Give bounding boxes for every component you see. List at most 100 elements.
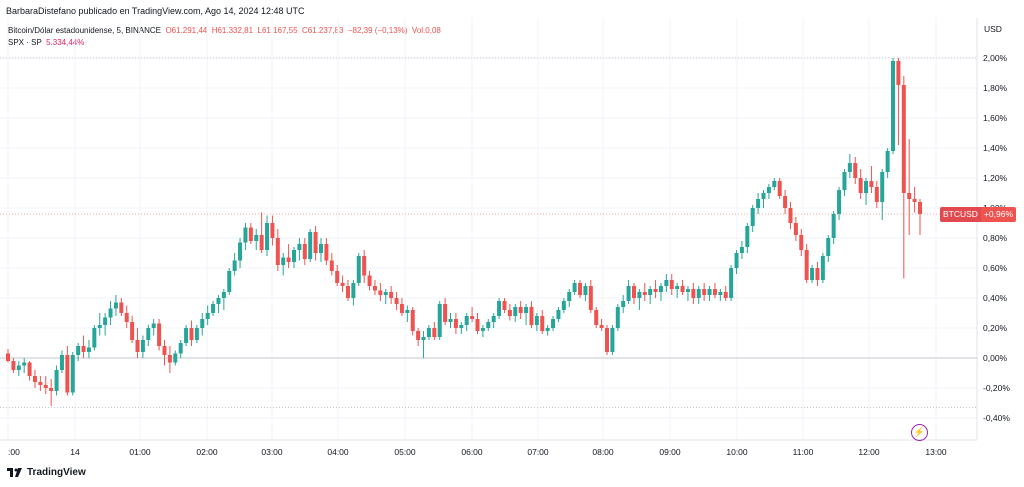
candle-body bbox=[912, 199, 917, 202]
candle bbox=[556, 307, 561, 322]
candle-body bbox=[772, 181, 777, 187]
candle bbox=[621, 295, 626, 313]
candle-body bbox=[869, 181, 874, 187]
candle-body bbox=[119, 302, 124, 313]
candle-body bbox=[594, 310, 599, 325]
candle-body bbox=[750, 208, 755, 226]
candle-body bbox=[518, 307, 523, 313]
candle bbox=[578, 280, 583, 298]
candle-body bbox=[502, 301, 507, 310]
candle-body bbox=[362, 256, 367, 276]
candle bbox=[534, 313, 539, 331]
candle bbox=[65, 346, 70, 396]
candle-body bbox=[864, 181, 869, 193]
candle bbox=[259, 212, 264, 253]
currency-button[interactable]: USD bbox=[984, 24, 1002, 34]
candle-body bbox=[238, 242, 243, 261]
candle bbox=[912, 187, 917, 213]
y-tick-label: 0,00% bbox=[983, 353, 1008, 363]
compare-symbol[interactable]: SPX · SP bbox=[8, 38, 42, 47]
candle-body bbox=[167, 355, 172, 363]
candle-body bbox=[739, 247, 744, 253]
symbol-legend: Bitcoin/Dólar estadounidense, 5, BINANCE… bbox=[8, 26, 441, 35]
candle-body bbox=[826, 238, 831, 256]
candle-body bbox=[621, 301, 626, 307]
candle-body bbox=[124, 313, 129, 322]
lightning-icon[interactable]: ⚡ bbox=[911, 424, 928, 441]
candle bbox=[426, 325, 431, 340]
candle bbox=[637, 289, 642, 310]
candle-body bbox=[858, 178, 863, 193]
candle bbox=[297, 238, 302, 261]
candle-body bbox=[653, 289, 658, 292]
candle bbox=[842, 169, 847, 196]
candle-body bbox=[243, 227, 248, 243]
candle bbox=[739, 241, 744, 259]
candle bbox=[27, 361, 32, 381]
x-tick-label: 06:00 bbox=[461, 447, 483, 457]
candle bbox=[378, 283, 383, 301]
candle bbox=[292, 247, 297, 268]
candle bbox=[130, 316, 135, 343]
candle bbox=[626, 280, 631, 304]
candle-body bbox=[65, 355, 70, 393]
time-axis[interactable]: :00 14 01:00 02:00 03:00 04:00 05:00 06:00 07:00… bbox=[8, 447, 947, 457]
candle bbox=[389, 286, 394, 304]
candle-body bbox=[372, 286, 377, 291]
candle bbox=[221, 289, 226, 310]
candle bbox=[718, 289, 723, 301]
candle-body bbox=[729, 268, 734, 298]
candle bbox=[167, 346, 172, 373]
candle bbox=[653, 280, 658, 298]
candle bbox=[513, 304, 518, 322]
candle bbox=[432, 322, 437, 340]
candle bbox=[464, 313, 469, 331]
candle-body bbox=[389, 292, 394, 298]
candle bbox=[680, 280, 685, 295]
candle bbox=[54, 365, 59, 396]
candle bbox=[11, 358, 16, 373]
candle bbox=[410, 307, 415, 336]
candle bbox=[648, 286, 653, 304]
candle bbox=[437, 301, 442, 340]
candle bbox=[858, 169, 863, 199]
candle bbox=[313, 226, 318, 261]
candle bbox=[696, 286, 701, 304]
symbol-name[interactable]: Bitcoin/Dólar estadounidense, 5, BINANCE bbox=[8, 26, 161, 35]
candle bbox=[448, 313, 453, 328]
candle-body bbox=[227, 271, 232, 292]
candle-body bbox=[443, 304, 448, 322]
candle bbox=[610, 325, 615, 355]
candle bbox=[783, 190, 788, 214]
price-axis[interactable]: 2,00%1,80%1,60%1,40%1,20%1,00%0,80%0,60%… bbox=[983, 53, 1010, 423]
candle-body bbox=[675, 286, 680, 289]
candle-body bbox=[286, 257, 291, 262]
candle-body bbox=[842, 172, 847, 190]
candle-body bbox=[507, 310, 512, 316]
candle-body bbox=[297, 244, 302, 250]
candle bbox=[588, 280, 593, 313]
candle bbox=[918, 199, 922, 235]
candle bbox=[907, 139, 912, 235]
candle bbox=[853, 157, 858, 184]
candle bbox=[896, 58, 901, 145]
candle-body bbox=[302, 244, 307, 259]
y-tick-label: 1,20% bbox=[983, 173, 1008, 183]
tradingview-logo[interactable]: TradingView bbox=[7, 467, 86, 478]
candle bbox=[750, 205, 755, 232]
grid-lines bbox=[0, 18, 977, 440]
candle bbox=[524, 304, 529, 325]
candle-body bbox=[524, 307, 529, 313]
candle bbox=[605, 325, 610, 355]
candle-body bbox=[480, 328, 485, 331]
candle bbox=[16, 361, 21, 376]
candle-body bbox=[308, 232, 313, 259]
candle bbox=[97, 313, 102, 336]
candle bbox=[507, 304, 512, 321]
candle bbox=[151, 319, 156, 336]
candle bbox=[329, 253, 334, 276]
candle-body bbox=[135, 340, 140, 352]
candle-body bbox=[648, 289, 653, 295]
candle bbox=[891, 58, 896, 154]
